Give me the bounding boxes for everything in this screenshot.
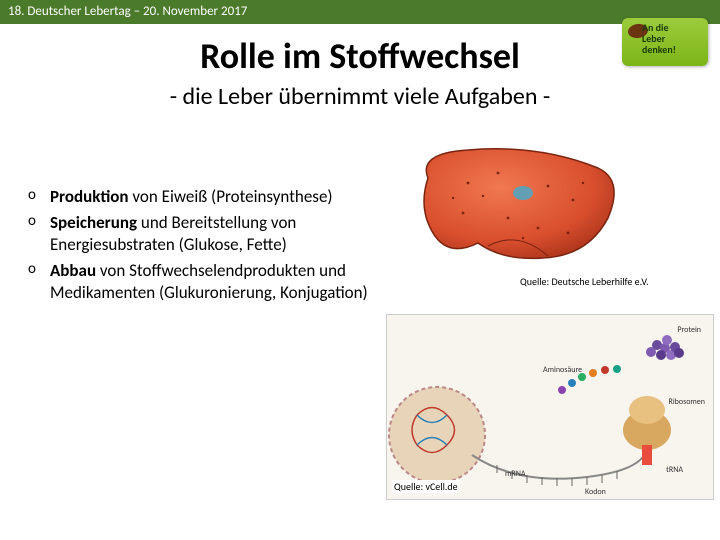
liver-illustration [408,138,628,268]
list-item: o Produktion von Eiweiß (Proteinsynthese… [28,186,372,208]
logo-text: An die Leber denken! [642,22,708,55]
bullet-marker: o [28,260,50,304]
list-item: o Abbau von Stoffwechsel­endprodukten un… [28,260,372,304]
diagram-label-trna: tRNA [666,465,683,475]
diagram-label-kodon: Kodon [585,487,606,497]
list-item: o Speicherung und Bereitstellung von Ene… [28,212,372,256]
page-subtitle: - die Leber übernimmt viele Aufgaben - [0,82,720,111]
bullet-text: Speicherung und Bereitstellung von Energ… [50,212,372,256]
bullet-list: o Produktion von Eiweiß (Proteinsynthese… [28,186,372,308]
diagram-label-protein: Protein [677,325,701,335]
bullet-marker: o [28,186,50,208]
header-text: 18. Deutscher Lebertag – 20. November 20… [8,4,247,19]
diagram-label-ribosomen: Ribosomen [668,397,705,407]
bullet-text: Produktion von Eiweiß (Proteinsynthese) [50,186,372,208]
header-bar: 18. Deutscher Lebertag – 20. November 20… [0,0,720,24]
bullet-marker: o [28,212,50,256]
liver-caption: Quelle: Deutsche Leberhilfe e.V. [520,275,649,288]
logo-line3: denken! [642,44,708,55]
diagram-label-aminosaure: Aminosäure [543,365,582,375]
protein-synthesis-diagram: Protein Ribosomen Aminosäure mRNA tRNA K… [386,314,714,500]
page-title: Rolle im Stoffwechsel [0,34,720,78]
bullet-text: Abbau von Stoffwechsel­endprodukten und … [50,260,372,304]
diagram-label-mrna: mRNA [505,469,526,479]
diagram-caption: Quelle: vCell.de [392,480,460,493]
